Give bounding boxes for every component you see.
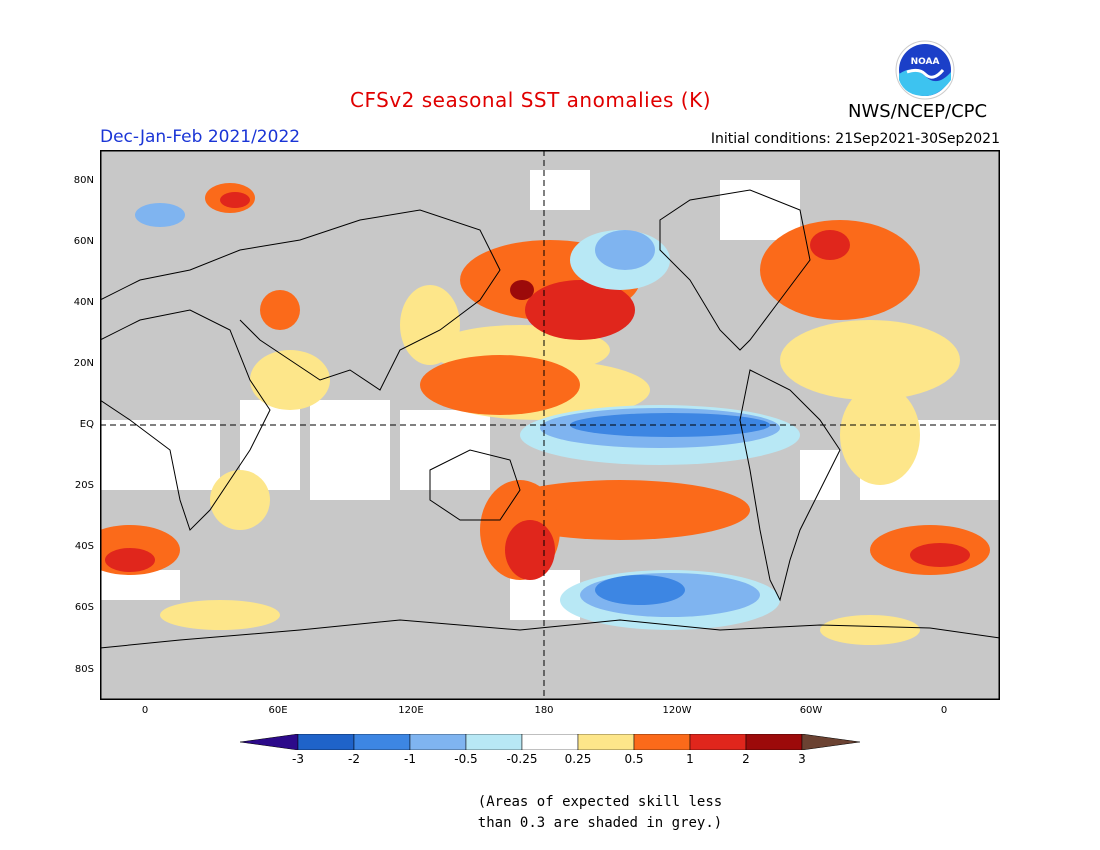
colorbar-segment	[521, 734, 579, 750]
colorbar-segment	[801, 734, 860, 750]
colorbar-segment	[240, 734, 299, 750]
lon-label: 0	[940, 705, 948, 716]
colorbar	[240, 734, 860, 750]
africa-outline	[100, 309, 271, 531]
svg-text:NOAA: NOAA	[911, 57, 940, 67]
colorbar-label: 2	[742, 752, 750, 766]
colorbar-label: -0.25	[506, 752, 538, 766]
lat-label: EQ	[79, 419, 94, 430]
lon-label: 120E	[398, 705, 424, 716]
colorbar-segment	[297, 734, 355, 750]
colorbar-label: 3	[798, 752, 806, 766]
initial-conditions-label: Initial conditions: 21Sep2021-30Sep2021	[710, 131, 1000, 147]
south-america-outline	[739, 369, 841, 602]
lat-label: 80N	[73, 175, 94, 186]
lat-label: 20N	[73, 358, 94, 369]
colorbar-label: -0.5	[454, 752, 478, 766]
colorbar-segment	[577, 734, 635, 750]
skill-footnote: (Areas of expected skill less than 0.3 a…	[470, 792, 730, 834]
colorbar-label: -1	[404, 752, 416, 766]
australia-outline	[429, 449, 521, 521]
lat-label: 80S	[74, 664, 94, 675]
eurasia-outline	[100, 209, 501, 391]
colorbar-segment	[633, 734, 691, 750]
lon-label: 60E	[268, 705, 288, 716]
antarctica-outline	[100, 619, 1000, 649]
noaa-logo-icon: NOAA	[895, 40, 955, 100]
colorbar-label: -2	[348, 752, 360, 766]
extreme-warm-region	[510, 280, 534, 300]
season-label: Dec-Jan-Feb 2021/2022	[100, 127, 301, 147]
skill-footnote-line: (Areas of expected skill less	[477, 794, 723, 810]
sst-anomaly-map	[100, 150, 1000, 700]
lat-label: 40N	[73, 297, 94, 308]
map-title: CFSv2 seasonal SST anomalies (K)	[350, 88, 711, 112]
colorbar-label: -3	[292, 752, 304, 766]
lat-label: 60N	[73, 236, 94, 247]
north-america-outline	[659, 189, 811, 351]
lat-label: 40S	[74, 541, 94, 552]
lon-label: 0	[141, 705, 149, 716]
lon-label: 60W	[799, 705, 823, 716]
strong-warm-region	[105, 192, 970, 580]
colorbar-segment	[689, 734, 747, 750]
lat-label: 60S	[74, 602, 94, 613]
lon-label: 180	[534, 705, 554, 716]
lon-label: 120W	[662, 705, 692, 716]
colorbar-label: 0.25	[564, 752, 592, 766]
colorbar-segment	[465, 734, 523, 750]
colorbar-label: 0.5	[624, 752, 644, 766]
colorbar-segment	[353, 734, 411, 750]
colorbar-segment	[745, 734, 803, 750]
colorbar-segment	[409, 734, 467, 750]
lat-label: 20S	[74, 480, 94, 491]
coastlines	[100, 189, 1000, 649]
agency-label: NWS/NCEP/CPC	[848, 101, 988, 122]
skill-footnote-line: than 0.3 are shaded in grey.)	[477, 815, 723, 831]
colorbar-label: 1	[686, 752, 694, 766]
